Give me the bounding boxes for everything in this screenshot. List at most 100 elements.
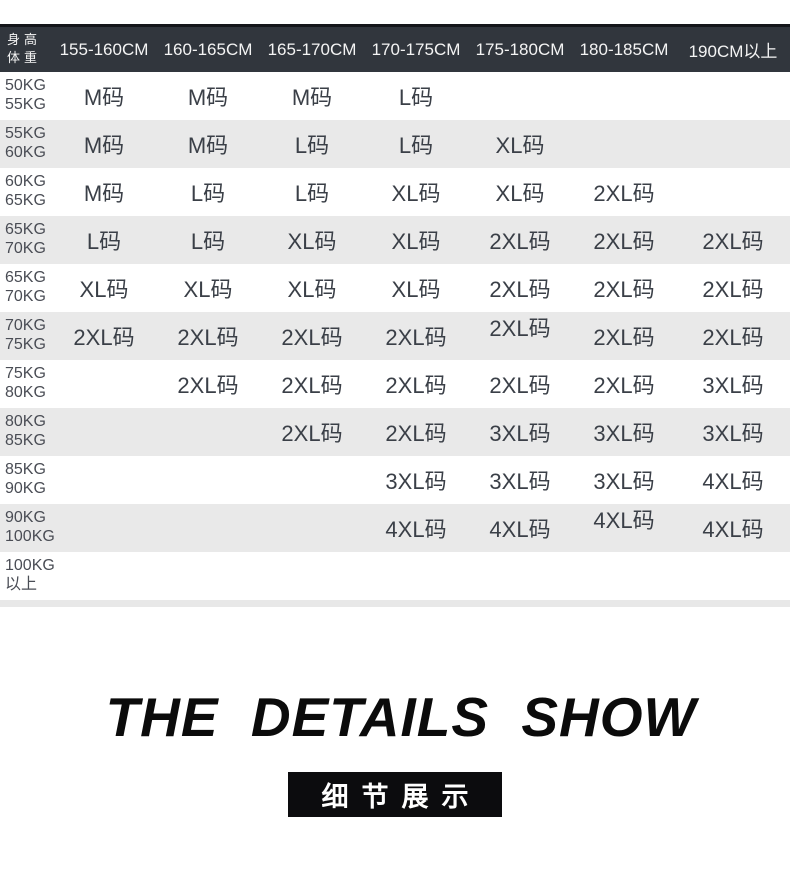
size-value: L码 — [398, 85, 434, 110]
size-cell: 2XL码 — [676, 224, 790, 256]
table-body: 50KG 55KG M码 M码 M码 L码 55KG 60KG M码 M码 L码 L码 XL码 60KG 6… — [0, 72, 790, 600]
size-value: 2XL码 — [281, 325, 343, 350]
size-value: 4XL码 — [702, 517, 764, 542]
weight-range-label: 75KG 80KG — [0, 365, 52, 403]
size-cell: XL码 — [364, 272, 468, 304]
weight-range-label: 50KG 55KG — [0, 77, 52, 115]
size-value: 3XL码 — [489, 421, 551, 446]
size-cell: XL码 — [52, 272, 156, 304]
weight-line: 70KG — [5, 288, 46, 305]
column-header-190cm以上: 190CM以上 — [688, 42, 778, 61]
table-row: 50KG 55KG M码 M码 M码 L码 — [0, 72, 790, 120]
size-value: 2XL码 — [702, 277, 764, 302]
weight-line: 70KG — [5, 240, 46, 257]
size-value: 2XL码 — [489, 316, 551, 341]
size-cell: 2XL码 — [156, 320, 260, 352]
size-cell: 2XL码 — [572, 224, 676, 256]
column-header-155-160cm: 155-160CM — [59, 39, 149, 59]
weight-line: 100KG — [5, 557, 55, 575]
table-row: 65KG 70KG L码 L码 XL码 XL码 2XL码 2XL码 2XL码 — [0, 216, 790, 264]
weight-line: 80KG — [5, 384, 46, 401]
size-value: L码 — [190, 229, 226, 254]
size-cell: L码 — [260, 128, 364, 160]
weight-line: 60KG — [5, 173, 46, 191]
size-cell: L码 — [156, 176, 260, 208]
size-cell: L码 — [364, 80, 468, 112]
column-header-160-165cm: 160-165CM — [163, 39, 253, 59]
size-cell: 2XL码 — [364, 416, 468, 448]
table-row: 65KG 70KG XL码 XL码 XL码 XL码 2XL码 2XL码 2XL码 — [0, 264, 790, 312]
size-cell: 3XL码 — [572, 464, 676, 496]
size-value: 4XL码 — [702, 469, 764, 494]
size-cell: 4XL码 — [676, 464, 790, 496]
size-value: 3XL码 — [593, 421, 655, 446]
size-value: XL码 — [183, 277, 233, 302]
weight-line: 55KG — [5, 96, 46, 113]
column-header-165-170cm: 165-170CM — [267, 39, 357, 59]
size-cell: 3XL码 — [676, 368, 790, 400]
size-value: 2XL码 — [385, 325, 447, 350]
size-value: 2XL码 — [489, 229, 551, 254]
size-cell: L码 — [364, 128, 468, 160]
size-value: 2XL码 — [593, 373, 655, 398]
size-cell: XL码 — [364, 176, 468, 208]
size-chart-table: 身高 体重 155-160CM 160-165CM 165-170CM 170-175… — [0, 24, 790, 607]
size-value: 2XL码 — [385, 421, 447, 446]
size-cell: 2XL码 — [572, 368, 676, 400]
size-cell: 4XL码 — [468, 512, 572, 544]
size-cell: 3XL码 — [676, 416, 790, 448]
weight-range-label: 85KG 90KG — [0, 461, 52, 499]
table-row: 75KG 80KG 2XL码 2XL码 2XL码 2XL码 2XL码 3XL码 — [0, 360, 790, 408]
weight-range-label: 65KG 70KG — [0, 269, 52, 307]
size-cell: M码 — [52, 80, 156, 112]
size-cell: 2XL码 — [468, 316, 572, 352]
size-cell: 2XL码 — [572, 176, 676, 208]
size-cell: 2XL码 — [260, 368, 364, 400]
size-cell: 2XL码 — [468, 224, 572, 256]
size-value: 4XL码 — [489, 517, 551, 542]
weight-range-label: 55KG 60KG — [0, 125, 52, 163]
size-value: 2XL码 — [702, 229, 764, 254]
size-cell: M码 — [52, 176, 156, 208]
table-header-row: 身高 体重 155-160CM 160-165CM 165-170CM 170-175… — [0, 24, 790, 72]
table-bottom-strip — [0, 600, 790, 607]
weight-line: 90KG — [5, 509, 46, 527]
size-cell: 2XL码 — [52, 320, 156, 352]
size-cell: 2XL码 — [572, 272, 676, 304]
weight-line: 85KG — [5, 432, 46, 449]
header-corner-height-weight: 身高 体重 — [0, 32, 52, 67]
size-value: 2XL码 — [73, 325, 135, 350]
size-value: L码 — [190, 181, 226, 206]
size-value: XL码 — [391, 181, 441, 206]
table-row: 55KG 60KG M码 M码 L码 L码 XL码 — [0, 120, 790, 168]
weight-range-label: 70KG 75KG — [0, 317, 52, 355]
size-value: 3XL码 — [489, 469, 551, 494]
table-row: 80KG 85KG 2XL码 2XL码 3XL码 3XL码 3XL码 — [0, 408, 790, 456]
size-cell: 2XL码 — [468, 368, 572, 400]
size-value: M码 — [187, 85, 229, 110]
size-cell: 2XL码 — [676, 272, 790, 304]
size-cell: M码 — [52, 128, 156, 160]
size-cell: M码 — [156, 128, 260, 160]
size-value: M码 — [291, 85, 333, 110]
table-row: 85KG 90KG 3XL码 3XL码 3XL码 4XL码 — [0, 456, 790, 504]
size-value: XL码 — [495, 181, 545, 206]
weight-line: 70KG — [5, 317, 46, 335]
size-cell: 2XL码 — [260, 416, 364, 448]
size-value: M码 — [83, 181, 125, 206]
details-badge-label: 细节展示 — [321, 781, 482, 812]
weight-line: 以上 — [5, 576, 38, 593]
size-cell: 2XL码 — [572, 320, 676, 352]
size-cell: XL码 — [156, 272, 260, 304]
size-cell: M码 — [156, 80, 260, 112]
size-value: L码 — [398, 133, 434, 158]
size-value: XL码 — [287, 229, 337, 254]
size-value: XL码 — [391, 229, 441, 254]
size-cell: M码 — [260, 80, 364, 112]
weight-line: 60KG — [5, 144, 46, 161]
weight-line: 100KG — [5, 528, 55, 545]
weight-range-label: 65KG 70KG — [0, 221, 52, 259]
weight-line: 65KG — [5, 221, 46, 239]
size-cell: 2XL码 — [364, 320, 468, 352]
size-value: 3XL码 — [702, 373, 764, 398]
